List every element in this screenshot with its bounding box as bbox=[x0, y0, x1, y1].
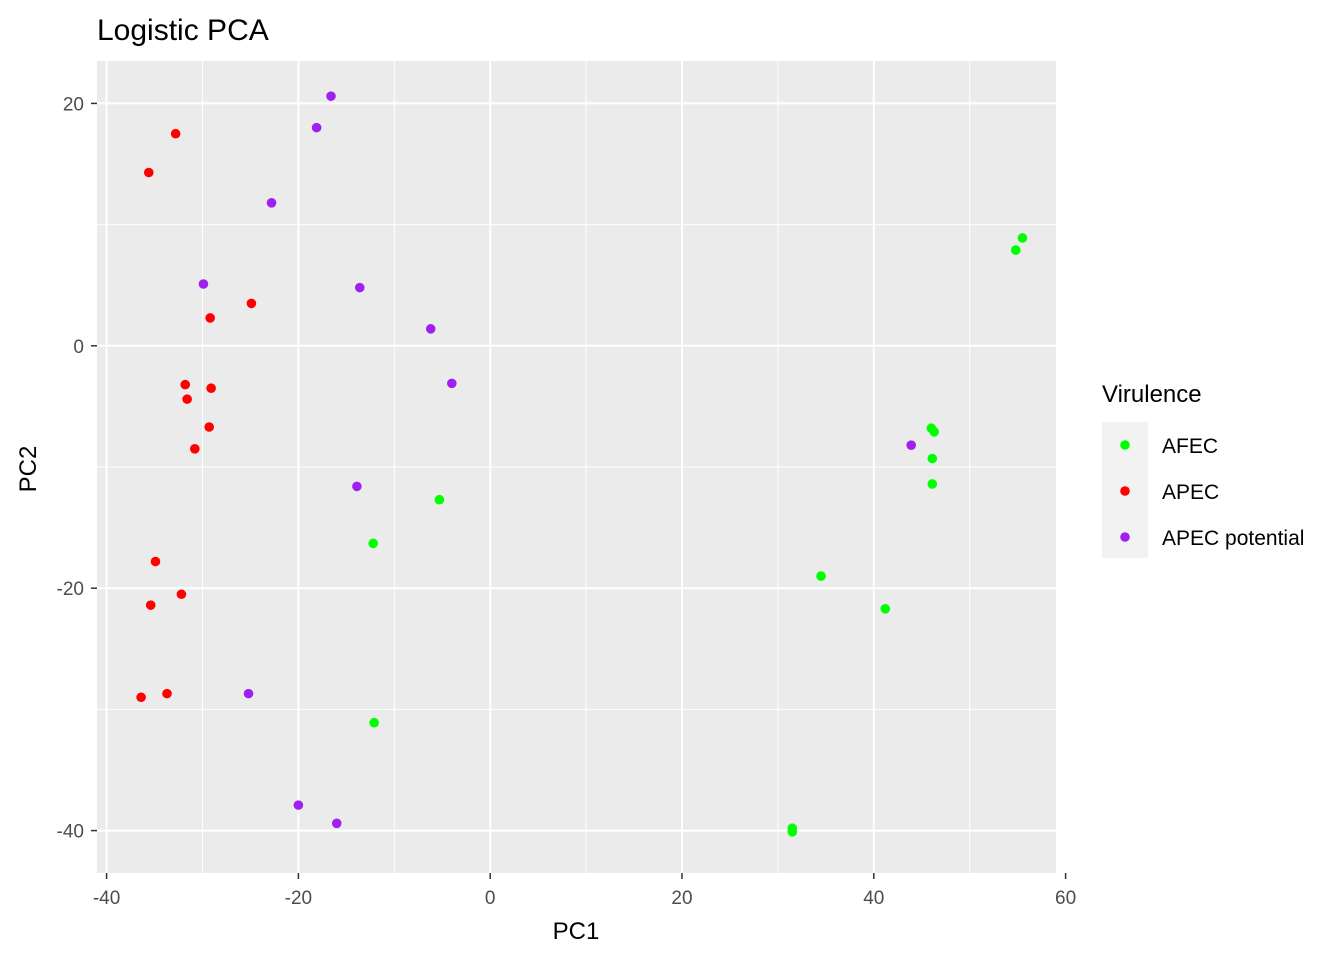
data-point bbox=[243, 688, 254, 699]
data-point bbox=[1010, 245, 1021, 255]
data-point bbox=[190, 444, 200, 454]
data-point bbox=[927, 453, 938, 464]
data-point bbox=[787, 826, 798, 837]
y-tick-label: -20 bbox=[57, 579, 84, 600]
data-point bbox=[880, 603, 891, 614]
x-axis-title: PC1 bbox=[553, 918, 600, 945]
data-point bbox=[143, 167, 154, 178]
legend-label: APEC bbox=[1162, 481, 1219, 504]
data-point bbox=[927, 479, 938, 489]
data-point bbox=[206, 383, 216, 394]
x-tick-label: -40 bbox=[93, 888, 120, 909]
data-point bbox=[198, 279, 209, 289]
data-point bbox=[1017, 233, 1028, 243]
data-point bbox=[352, 481, 362, 492]
x-axis: -40 -20 0 20 40 60 bbox=[93, 873, 1076, 909]
data-point bbox=[150, 556, 161, 567]
x-tick-label: 40 bbox=[863, 888, 884, 909]
data-point bbox=[369, 717, 379, 728]
data-point bbox=[204, 422, 215, 432]
data-point bbox=[180, 379, 191, 390]
data-point bbox=[145, 600, 156, 610]
legend-key bbox=[1120, 532, 1130, 542]
data-point bbox=[162, 688, 172, 699]
data-point bbox=[176, 589, 187, 600]
y-tick-label: -40 bbox=[57, 822, 84, 843]
major-gridlines bbox=[97, 61, 1067, 873]
y-axis-title: PC2 bbox=[15, 446, 42, 493]
data-point bbox=[205, 313, 215, 323]
y-axis: -40 -20 0 20 bbox=[57, 94, 97, 843]
legend: Virulence AFEC APEC APEC potential bbox=[1102, 381, 1304, 558]
data-point bbox=[906, 440, 916, 450]
x-tick-label: 0 bbox=[485, 888, 496, 909]
chart-title: Logistic PCA bbox=[97, 14, 269, 47]
data-point bbox=[425, 324, 436, 334]
data-point bbox=[311, 122, 322, 133]
data-point bbox=[434, 494, 445, 505]
data-point bbox=[331, 818, 342, 829]
data-point bbox=[266, 197, 277, 208]
y-tick-label: 20 bbox=[63, 94, 84, 115]
data-points bbox=[136, 91, 1028, 837]
data-point bbox=[136, 692, 146, 703]
data-point bbox=[354, 282, 365, 293]
x-tick-label: 60 bbox=[1055, 888, 1076, 909]
legend-label: APEC potential bbox=[1162, 527, 1304, 550]
data-point bbox=[368, 538, 378, 549]
y-tick-label: 0 bbox=[73, 337, 84, 358]
data-point bbox=[816, 571, 826, 581]
minor-gridlines bbox=[97, 61, 1056, 873]
data-point bbox=[293, 800, 304, 810]
data-point bbox=[170, 128, 181, 139]
legend-title: Virulence bbox=[1102, 381, 1202, 408]
data-point bbox=[447, 378, 457, 389]
legend-label: AFEC bbox=[1162, 435, 1218, 458]
data-point bbox=[326, 91, 336, 101]
data-point bbox=[929, 427, 940, 437]
legend-key bbox=[1120, 486, 1130, 496]
legend-key bbox=[1120, 440, 1130, 450]
x-tick-label: -20 bbox=[285, 888, 312, 909]
data-point bbox=[182, 394, 192, 404]
x-tick-label: 20 bbox=[671, 888, 692, 909]
data-point bbox=[246, 298, 257, 309]
